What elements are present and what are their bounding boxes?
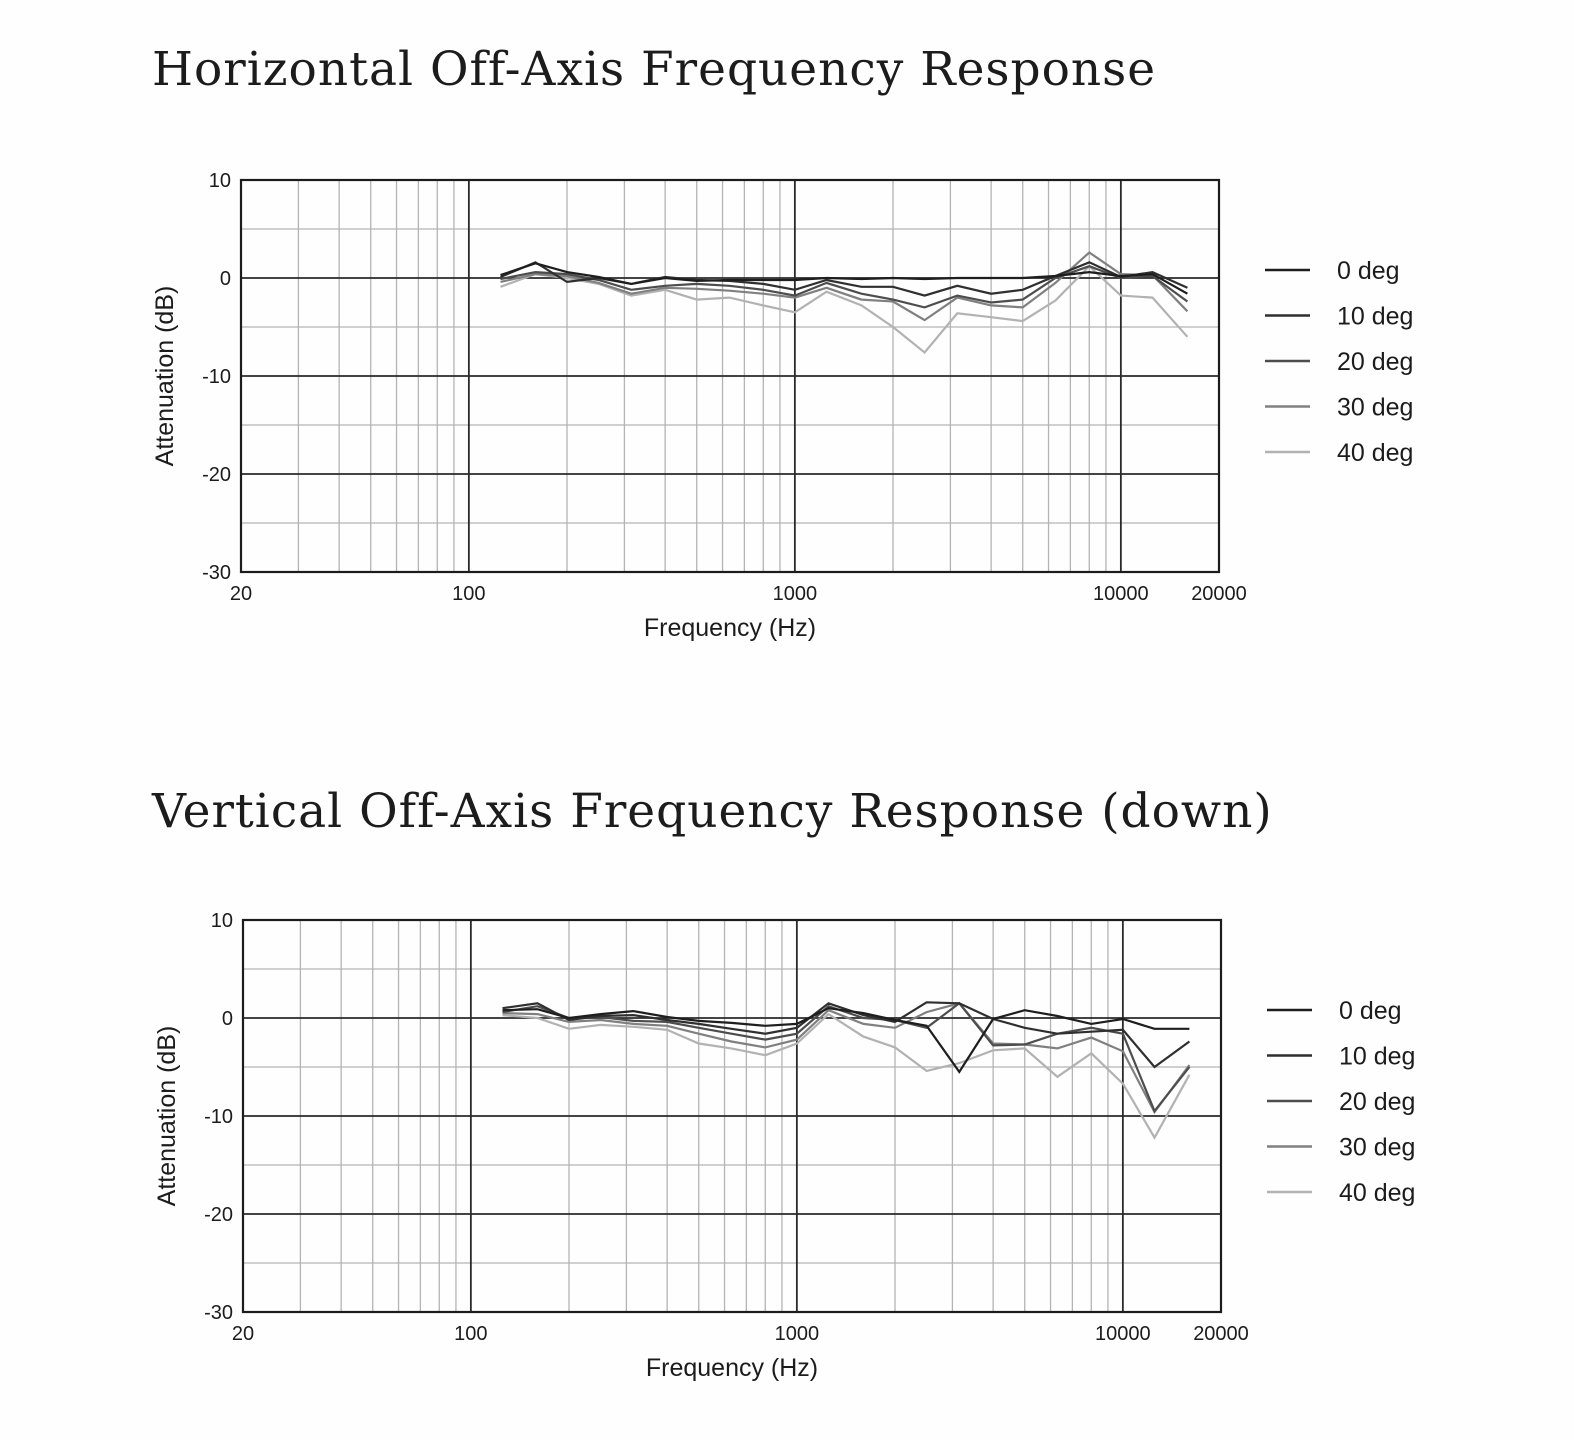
series-line-40-deg: [502, 1012, 1191, 1140]
y-tick-label: 0: [222, 1008, 233, 1030]
y-tick-label: -10: [204, 1106, 233, 1128]
series-line-20-deg: [502, 1001, 1191, 1114]
legend-label: 20 deg: [1339, 1088, 1415, 1116]
series-line-0-deg: [502, 1007, 1190, 1074]
y-tick-label: 0: [220, 268, 231, 290]
y-tick-label: -30: [204, 1302, 233, 1324]
y-tick-label: -20: [202, 464, 231, 486]
series-line-0-deg: [500, 262, 1188, 295]
x-tick-label: 20: [230, 583, 252, 605]
series-line-20-deg: [500, 265, 1189, 309]
legend-label: 30 deg: [1339, 1134, 1415, 1162]
plot-frame: [241, 918, 1223, 1314]
legend-label: 0 deg: [1339, 997, 1402, 1025]
x-tick-label: 10000: [1093, 583, 1149, 605]
legend-label: 20 deg: [1337, 348, 1413, 376]
legend-label: 10 deg: [1337, 303, 1413, 331]
y-tick-label: -30: [202, 562, 231, 584]
x-axis-label: Frequency (Hz): [646, 1354, 818, 1382]
y-axis-label: Attenuation (dB): [151, 286, 179, 467]
x-tick-label: 1000: [773, 583, 818, 605]
x-tick-label: 100: [454, 1323, 487, 1345]
y-tick-label: -20: [204, 1204, 233, 1226]
y-tick-label: -10: [202, 366, 231, 388]
x-tick-label: 20: [232, 1323, 254, 1345]
y-tick-label: 10: [209, 170, 231, 192]
legend-label: 40 deg: [1337, 439, 1413, 467]
series-line-30-deg: [500, 251, 1189, 322]
legend-label: 0 deg: [1337, 257, 1400, 285]
x-tick-label: 10000: [1095, 1323, 1151, 1345]
legend-label: 40 deg: [1339, 1179, 1415, 1207]
series-line-40-deg: [500, 264, 1189, 355]
x-tick-label: 1000: [775, 1323, 820, 1345]
x-tick-label: 20000: [1193, 1323, 1249, 1345]
chart-title-horizontal: Horizontal Off-Axis Frequency Response: [152, 42, 1157, 97]
legend-label: 30 deg: [1337, 394, 1413, 422]
series-line-10-deg: [502, 1001, 1191, 1069]
chart-title-vertical: Vertical Off-Axis Frequency Response (do…: [152, 784, 1273, 839]
y-tick-label: 10: [211, 910, 233, 932]
x-axis-label: Frequency (Hz): [644, 614, 816, 642]
x-tick-label: 20000: [1191, 583, 1247, 605]
plot-frame: [239, 178, 1221, 574]
x-tick-label: 100: [452, 583, 485, 605]
legend-label: 10 deg: [1339, 1043, 1415, 1071]
y-axis-label: Attenuation (dB): [153, 1026, 181, 1207]
series-line-30-deg: [502, 1002, 1191, 1115]
